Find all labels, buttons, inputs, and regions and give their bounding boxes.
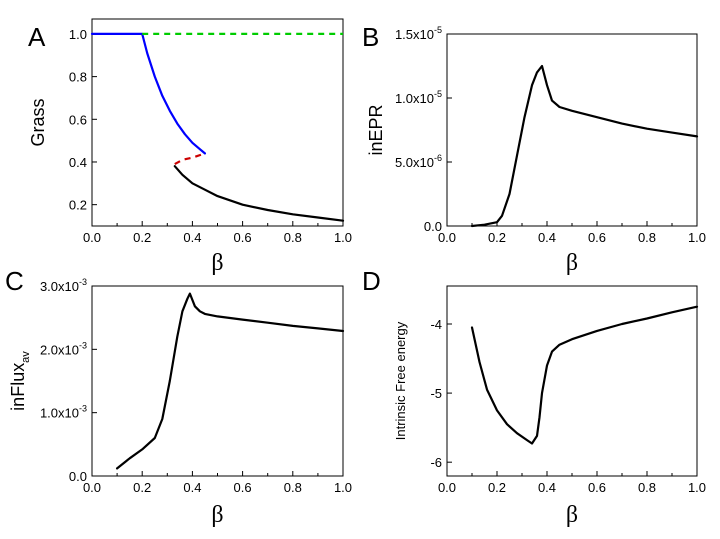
- x-tick-label: 0.0: [83, 480, 101, 495]
- panel-b: B 0.0 0.2 0.4 0.6 0.8 1.0 0.0 5.0x10-6 1.0x10-5 1.…: [362, 22, 706, 276]
- y-tick-label: 3.0x10-3: [40, 277, 87, 294]
- series-line: [470, 64, 699, 228]
- x-tick-label: 0.8: [638, 480, 656, 495]
- y-axis-label: inFluxav: [8, 351, 32, 411]
- y-tick-label: 1.5x10-5: [395, 25, 442, 42]
- panel-letter: B: [362, 22, 379, 52]
- y-tick-label: 5.0x10-6: [395, 153, 442, 170]
- panel-letter: D: [362, 266, 381, 296]
- x-tick-label: 1.0: [334, 480, 352, 495]
- x-tick-label: 0.0: [83, 230, 101, 245]
- panel-a: A 0.0 0.2 0.4 0.6 0.8 1.0 0.2 0.4 0.6 0.8 1.0 β Grass: [28, 18, 352, 276]
- y-tick-label: -6: [430, 455, 442, 470]
- series-line: [90, 32, 206, 155]
- y-tick-label: 2.0x10-3: [40, 340, 87, 357]
- y-axis-label: Intrinsic Free energy: [393, 321, 408, 440]
- x-tick-label: 0.4: [183, 230, 201, 245]
- x-tick-label: 1.0: [688, 480, 706, 495]
- series-line: [115, 292, 345, 470]
- y-tick-label: -4: [430, 317, 442, 332]
- panel-letter: A: [28, 22, 46, 52]
- x-tick-label: 0.2: [133, 480, 151, 495]
- panel-d: D 0.0 0.2 0.4 0.6 0.8 1.0 -6 -5 -4 β Intrinsic Free…: [362, 266, 706, 528]
- y-tick-label: 0.2: [69, 198, 87, 213]
- x-tick-label: 0.2: [488, 230, 506, 245]
- x-tick-label: 0.4: [183, 480, 201, 495]
- y-tick-label: 1.0x10-5: [395, 89, 442, 106]
- x-tick-label: 0.0: [438, 230, 456, 245]
- x-axis-label: β: [211, 250, 223, 276]
- x-tick-label: 0.8: [284, 480, 302, 495]
- x-tick-label: 0.2: [133, 230, 151, 245]
- x-tick-label: 0.8: [638, 230, 656, 245]
- x-tick-label: 0.6: [234, 230, 252, 245]
- x-tick-label: 0.6: [234, 480, 252, 495]
- y-tick-label: 0.6: [69, 112, 87, 127]
- y-tick-label: 0.0: [69, 469, 87, 484]
- x-tick-label: 0.6: [588, 480, 606, 495]
- x-tick-label: 0.2: [488, 480, 506, 495]
- y-tick-label: 1.0x10-3: [40, 404, 87, 421]
- x-axis-label: β: [566, 502, 578, 528]
- y-axis-label: Grass: [28, 98, 48, 146]
- series-line: [174, 152, 206, 166]
- y-tick-label: -5: [430, 386, 442, 401]
- plot-frame: [91, 285, 344, 477]
- x-tick-label: 0.0: [438, 480, 456, 495]
- panel-letter: C: [5, 266, 24, 296]
- x-tick-label: 0.8: [284, 230, 302, 245]
- y-tick-label: 1.0: [69, 27, 87, 42]
- panel-c: C 0.0 0.2 0.4 0.6 0.8 1.0 0.0 1.0x10-3 2.0x10-3 3.…: [5, 266, 352, 528]
- x-tick-label: 0.4: [538, 230, 556, 245]
- y-axis-label: inEPR: [366, 104, 386, 155]
- series-line: [173, 165, 345, 222]
- x-tick-label: 0.6: [588, 230, 606, 245]
- y-tick-label: 0.4: [69, 155, 87, 170]
- x-axis-label: β: [211, 502, 223, 528]
- x-tick-label: 0.4: [538, 480, 556, 495]
- y-tick-label: 0.8: [69, 70, 87, 85]
- series-line: [470, 305, 699, 445]
- x-tick-label: 1.0: [688, 230, 706, 245]
- x-tick-label: 1.0: [334, 230, 352, 245]
- x-axis-label: β: [566, 250, 578, 276]
- y-tick-label: 0.0: [424, 219, 442, 234]
